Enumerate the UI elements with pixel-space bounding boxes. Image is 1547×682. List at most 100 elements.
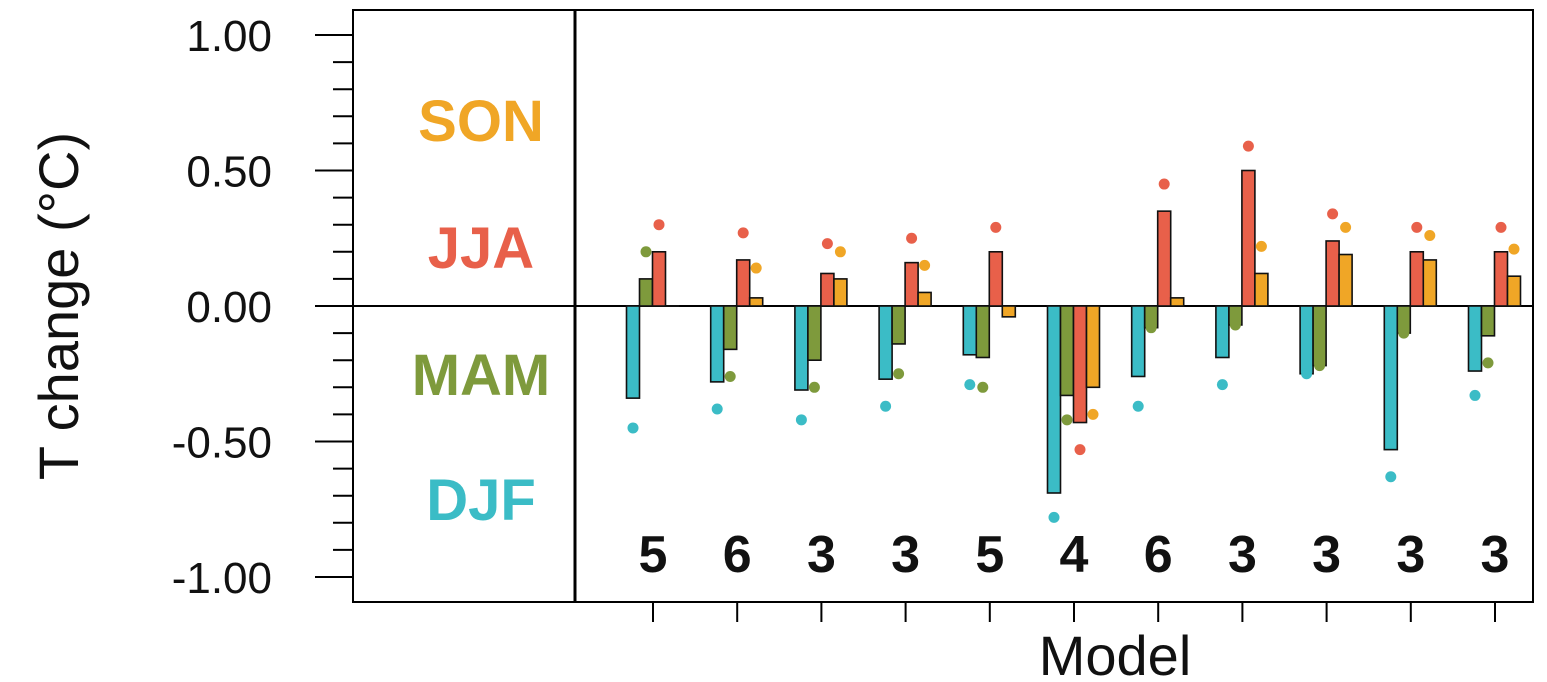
dot-mam	[724, 370, 736, 382]
bar-djf	[1299, 305, 1314, 375]
legend-label-djf: DJF	[426, 468, 536, 533]
dot-son	[919, 259, 931, 271]
y-axis-title: T change (°C)	[27, 132, 90, 480]
y-tick-label: -0.50	[172, 419, 272, 468]
model-count-label: 5	[975, 526, 1004, 584]
bar-son	[1254, 272, 1269, 307]
bar-jja	[1493, 251, 1509, 307]
dot-jja	[1327, 208, 1339, 220]
dot-mam	[1145, 322, 1157, 334]
dot-djf	[1216, 379, 1228, 391]
legend-label-jja: JJA	[428, 216, 534, 281]
dot-djf	[627, 422, 639, 434]
bar-mam	[807, 305, 822, 362]
dot-jja	[821, 238, 833, 250]
bar-mam	[722, 305, 738, 351]
y-tick-label: 0.00	[186, 283, 272, 332]
dot-djf	[1048, 511, 1060, 523]
model-count-label: 3	[1228, 526, 1257, 584]
dot-jja	[1495, 221, 1507, 233]
y-tick-label: 1.00	[186, 12, 272, 61]
dot-son	[1424, 230, 1436, 242]
dot-jja	[653, 219, 665, 231]
bar-djf	[1383, 305, 1399, 451]
dot-djf	[1132, 400, 1144, 412]
bar-son	[917, 291, 932, 307]
bar-jja	[1325, 240, 1340, 307]
bar-mam	[1480, 305, 1496, 337]
dot-son	[1340, 221, 1352, 233]
bar-jja	[820, 272, 835, 307]
bar-son	[1338, 253, 1353, 307]
dot-son	[1508, 243, 1520, 255]
dot-djf	[1301, 368, 1313, 380]
dot-series	[627, 140, 1520, 523]
dot-jja	[1074, 444, 1086, 456]
bar-son	[1001, 305, 1017, 318]
bar-son	[1169, 297, 1185, 307]
model-count-label: 3	[1481, 526, 1510, 584]
dot-djf	[964, 379, 976, 391]
bar-jja	[988, 251, 1004, 307]
y-axis: 1.00 0.50 0.00 -0.50 -1.00	[172, 12, 353, 603]
dot-mam	[640, 246, 652, 258]
dot-jja	[1158, 178, 1170, 190]
bar-djf	[1130, 305, 1146, 378]
model-count-label: 5	[639, 526, 668, 584]
bar-djf	[962, 305, 978, 356]
model-count-label: 3	[891, 526, 920, 584]
y-tick-label: -1.00	[172, 554, 272, 603]
dot-jja	[737, 227, 749, 239]
model-count-label: 3	[807, 526, 836, 584]
bar-son	[748, 297, 764, 307]
bar-mam	[975, 305, 991, 359]
dot-mam	[977, 381, 989, 393]
dot-djf	[711, 403, 723, 415]
dot-jja	[990, 221, 1002, 233]
bar-djf	[794, 305, 809, 391]
dot-mam	[1229, 319, 1241, 331]
x-axis	[652, 602, 1496, 622]
bar-jja	[1241, 169, 1256, 307]
dot-mam	[1061, 414, 1073, 426]
dot-jja	[1242, 140, 1254, 152]
dot-djf	[795, 414, 807, 426]
bar-son	[833, 278, 848, 307]
dot-djf	[880, 400, 892, 412]
bar-mam	[1312, 305, 1327, 367]
dot-jja	[1411, 221, 1423, 233]
dot-mam	[1314, 360, 1326, 372]
model-count-label: 3	[1396, 526, 1425, 584]
dot-djf	[1469, 389, 1481, 401]
bar-jja	[904, 261, 919, 307]
model-count-label: 4	[1060, 526, 1089, 584]
bar-jja	[735, 259, 751, 307]
model-count-label: 6	[1144, 526, 1173, 584]
legend-label-son: SON	[418, 89, 544, 154]
dot-son	[834, 246, 846, 258]
y-tick-label: 0.50	[186, 148, 272, 197]
bar-jja	[1409, 251, 1425, 307]
bar-djf	[878, 305, 893, 380]
bar-jja	[1156, 210, 1172, 307]
bar-djf	[1046, 305, 1062, 494]
dot-djf	[1385, 471, 1397, 483]
dot-son	[750, 262, 762, 274]
bar-djf	[1215, 305, 1230, 359]
bar-djf	[1467, 305, 1483, 372]
model-count-label: 6	[723, 526, 752, 584]
x-axis-title: Model	[1039, 624, 1192, 682]
bar-mam	[1059, 305, 1075, 397]
bar-series	[625, 169, 1522, 494]
dot-mam	[1398, 327, 1410, 339]
dot-son	[1087, 408, 1099, 420]
dot-jja	[906, 232, 918, 244]
bar-jja	[651, 251, 667, 307]
dot-mam	[808, 381, 820, 393]
dot-son	[1255, 240, 1267, 252]
bar-son	[1422, 259, 1438, 307]
bar-son	[1085, 305, 1101, 389]
bar-mam	[638, 278, 654, 307]
